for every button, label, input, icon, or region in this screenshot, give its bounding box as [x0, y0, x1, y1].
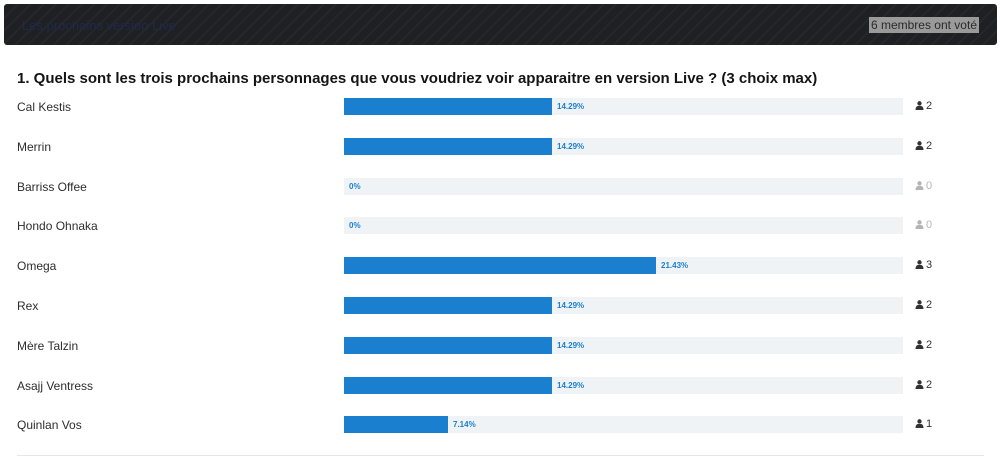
poll-option: Mère Talzin 14.29% 2	[0, 336, 1000, 356]
option-label: Rex	[17, 299, 39, 313]
result-bar-track: 0%	[344, 217, 903, 234]
question-title: 1. Quels sont les trois prochains person…	[17, 70, 818, 87]
option-label: Omega	[17, 259, 57, 273]
vote-count-value: 2	[926, 100, 933, 112]
percent-label: 14.29%	[557, 102, 585, 111]
voters-count: 6 membres ont voté	[868, 17, 979, 33]
vote-count: 2	[915, 379, 932, 391]
vote-count: 2	[915, 339, 932, 351]
divider	[17, 455, 984, 456]
percent-label: 14.29%	[557, 301, 585, 310]
poll-option: Quinlan Vos 7.14% 1	[0, 415, 1000, 435]
vote-count: 0	[915, 219, 932, 231]
result-bar-track: 7.14%	[344, 416, 903, 433]
poll-option: Hondo Ohnaka 0% 0	[0, 216, 1000, 236]
option-label: Merrin	[17, 140, 52, 154]
percent-label: 14.29%	[557, 381, 585, 390]
option-label: Cal Kestis	[17, 100, 72, 114]
result-bar-fill	[344, 416, 448, 433]
result-bar-track: 14.29%	[344, 377, 903, 394]
user-icon	[915, 300, 924, 309]
poll-title: Les prochains version Live	[22, 18, 176, 33]
vote-count-value: 2	[926, 299, 933, 311]
percent-label: 14.29%	[557, 341, 585, 350]
vote-count: 0	[915, 180, 932, 192]
option-label: Asajj Ventress	[17, 379, 94, 393]
vote-count-value: 0	[926, 219, 933, 231]
result-bar-fill	[344, 377, 552, 394]
vote-count: 2	[915, 140, 932, 152]
result-bar-fill	[344, 297, 552, 314]
user-icon	[915, 380, 924, 389]
option-label: Hondo Ohnaka	[17, 219, 98, 233]
result-bar-fill	[344, 257, 656, 274]
poll-option: Asajj Ventress 14.29% 2	[0, 376, 1000, 396]
user-icon	[915, 340, 924, 349]
vote-count: 3	[915, 259, 932, 271]
poll-option: Barriss Offee 0% 0	[0, 177, 1000, 197]
percent-label: 7.14%	[453, 420, 476, 429]
vote-count-value: 2	[926, 339, 933, 351]
result-bar-track: 14.29%	[344, 138, 903, 155]
vote-count-value: 2	[926, 379, 933, 391]
vote-count: 1	[915, 418, 932, 430]
option-label: Mère Talzin	[17, 339, 79, 353]
poll-header: Les prochains version Live 6 membres ont…	[4, 4, 997, 45]
user-icon	[915, 260, 924, 269]
result-bar-track: 14.29%	[344, 297, 903, 314]
percent-label: 21.43%	[661, 261, 689, 270]
user-icon	[915, 101, 924, 110]
user-icon	[915, 141, 924, 150]
user-icon	[915, 181, 924, 190]
percent-label: 0%	[349, 182, 361, 191]
result-bar-fill	[344, 138, 552, 155]
vote-count: 2	[915, 100, 932, 112]
result-bar-track: 14.29%	[344, 98, 903, 115]
percent-label: 14.29%	[557, 142, 585, 151]
result-bar-fill	[344, 98, 552, 115]
option-label: Barriss Offee	[17, 180, 87, 194]
vote-count-value: 0	[926, 180, 933, 192]
result-bar-track: 0%	[344, 178, 903, 195]
poll-option: Omega 21.43% 3	[0, 256, 1000, 276]
result-bar-track: 21.43%	[344, 257, 903, 274]
result-bar-fill	[344, 337, 552, 354]
option-label: Quinlan Vos	[17, 418, 82, 432]
percent-label: 0%	[349, 221, 361, 230]
result-bar-track: 14.29%	[344, 337, 903, 354]
user-icon	[915, 419, 924, 428]
vote-count: 2	[915, 299, 932, 311]
user-icon	[915, 220, 924, 229]
poll-option: Rex 14.29% 2	[0, 296, 1000, 316]
poll-option: Merrin 14.29% 2	[0, 137, 1000, 157]
vote-count-value: 2	[926, 140, 933, 152]
vote-count-value: 1	[926, 418, 933, 430]
poll-option: Cal Kestis 14.29% 2	[0, 97, 1000, 117]
vote-count-value: 3	[926, 259, 933, 271]
